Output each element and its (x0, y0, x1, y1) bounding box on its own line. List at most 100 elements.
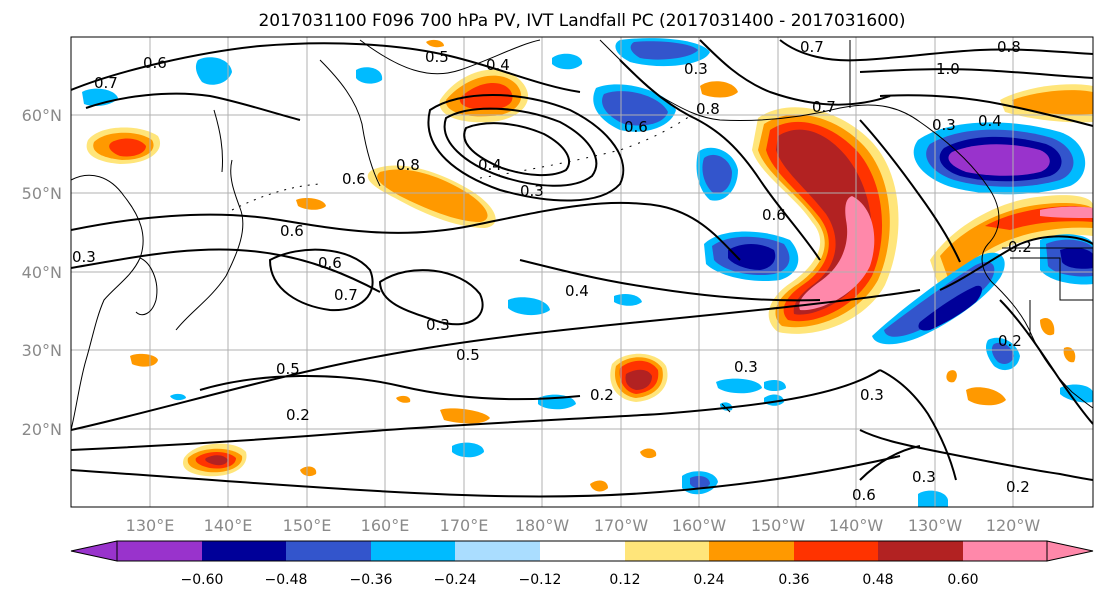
coast-us-states (1010, 257, 1093, 336)
colorbar-cell (371, 541, 455, 561)
colorbar-tick-label: −0.12 (519, 572, 562, 588)
contour-label: 0.7 (94, 74, 118, 92)
shade-pos-small-12 (1040, 317, 1055, 336)
contour-label: 0.3 (684, 60, 708, 78)
coast-sakhalin (213, 109, 223, 173)
coast-asia-mainland (71, 174, 144, 431)
shade-neg-aleutian-east-mid (602, 91, 668, 126)
colorbar-cell (794, 541, 878, 561)
contour-label: 0.2 (998, 332, 1022, 350)
colorbar-tick-label: 0.24 (693, 572, 724, 588)
contour-label: 0.2 (1006, 478, 1030, 496)
shade-neg-california-mid (991, 342, 1014, 364)
colorbar-cell (540, 541, 625, 561)
shade-neg-small-5 (716, 378, 762, 394)
shade-neg-small-6 (764, 380, 786, 391)
shade-neg-hawaii-mid (690, 476, 710, 489)
colorbar-tick-label: 0.12 (609, 572, 640, 588)
contour-label: 0.7 (800, 38, 824, 56)
shade-neg-small-siberia (356, 67, 383, 84)
shade-neg-gulf-of-alaska-core (948, 144, 1050, 176)
shade-pos-small-1 (130, 353, 158, 367)
shade-pos-small-5 (300, 466, 317, 477)
contour-label: 0.6 (143, 54, 167, 72)
graticule (71, 37, 1093, 507)
lon-tick: 180°W (515, 516, 570, 535)
shade-pos-small-8 (946, 370, 957, 383)
contour-label: 0.3 (912, 468, 936, 486)
lat-tick: 40°N (22, 263, 62, 282)
colorbar-cells (117, 541, 1047, 561)
contour-label: 0.5 (425, 48, 449, 66)
colorbar-cell (709, 541, 794, 561)
contour-label: 0.8 (696, 100, 720, 118)
shade-pos-small-3 (296, 198, 326, 210)
shade-pos-small-2 (440, 408, 490, 424)
colorbar-cell (963, 541, 1047, 561)
lon-tick: 170°E (440, 516, 489, 535)
negative-shading (82, 38, 1093, 507)
coast-siberia-north (359, 39, 541, 75)
shade-pos-kamchatka-band-orange (377, 169, 488, 222)
contour-label: 0.4 (978, 112, 1002, 130)
lat-tick: 20°N (22, 420, 62, 439)
contour-label: 0.5 (276, 360, 300, 378)
coast-japan (175, 159, 244, 331)
contour-label: 0.3 (426, 316, 450, 334)
shade-pos-bering-west-red (459, 83, 513, 110)
colorbar-extend-high (1046, 540, 1094, 562)
shade-pos-small-9 (966, 387, 1006, 406)
colorbar-tick-label: 0.36 (778, 572, 809, 588)
colorbar-tick-label: 0.48 (862, 572, 893, 588)
coast-kamchatka (319, 59, 381, 187)
shade-neg-northeast-pacific-dark (728, 244, 776, 270)
lon-tick: 170°W (594, 516, 649, 535)
contour-label: 0.2 (286, 406, 310, 424)
contour-label: 0.8 (997, 38, 1021, 56)
latitude-labels: 60°N 50°N 40°N 30°N 20°N (22, 106, 62, 439)
coast-kuril-chain (231, 183, 321, 211)
shade-pos-ne-corner-orange (1012, 90, 1093, 115)
pv-contours (71, 39, 1093, 498)
shade-pos-small-10 (700, 81, 738, 98)
colorbar-tick-label: −0.48 (265, 572, 308, 588)
shade-neg-kamchatka-w (195, 57, 232, 85)
colorbar-tick-label: −0.36 (350, 572, 393, 588)
figure-title: 2017031100 F096 700 hPa PV, IVT Landfall… (258, 11, 905, 31)
contour-label: 0.6 (852, 486, 876, 504)
shade-neg-small-bering (552, 53, 583, 70)
shade-pos-west-tropics-darkred (205, 455, 228, 466)
contour-label: 0.3 (520, 182, 544, 200)
lon-tick: 120°W (986, 516, 1041, 535)
contour-label: 0.7 (334, 286, 358, 304)
map-frame (70, 36, 1094, 508)
lon-tick: 150°E (283, 516, 332, 535)
colorbar-tick-label: 0.60 (947, 572, 978, 588)
shade-pos-alaska-gulf-pink (1040, 206, 1093, 218)
lat-tick: 30°N (22, 341, 62, 360)
contour-label: 0.2 (1008, 238, 1032, 256)
contour-label: 0.5 (456, 346, 480, 364)
colorbar-tick-label: −0.24 (434, 572, 477, 588)
map-panel: 0.6 0.7 0.5 0.4 0.3 0.7 0.8 1.0 0.7 0.4 … (71, 37, 1093, 507)
colorbar-cell (286, 541, 371, 561)
colorbar-ticks: −0.60 −0.48 −0.36 −0.24 −0.12 0.12 0.24 … (181, 572, 979, 588)
colorbar-frame (116, 540, 1048, 562)
shade-pos-small-11 (426, 39, 444, 48)
lat-tick: 60°N (22, 106, 62, 125)
contour-label: 1.0 (936, 60, 960, 78)
lon-tick: 160°W (672, 516, 727, 535)
contour-label: 0.4 (486, 56, 510, 74)
contour-labels: 0.6 0.7 0.5 0.4 0.3 0.7 0.8 1.0 0.7 0.4 … (72, 38, 1032, 504)
shade-neg-tiny-1 (170, 393, 186, 401)
shade-neg-small-4 (452, 442, 484, 458)
colorbar-cell (625, 541, 709, 561)
contour-label: 0.6 (342, 170, 366, 188)
colorbar-cell (878, 541, 963, 561)
shade-pos-small-4 (590, 480, 608, 492)
lon-tick: 130°E (126, 516, 175, 535)
contour-label: 0.3 (734, 358, 758, 376)
colorbar-cell (117, 541, 202, 561)
lon-tick: 160°E (361, 516, 410, 535)
